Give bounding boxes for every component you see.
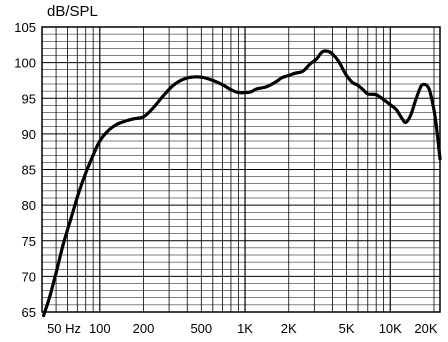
x-tick-label: 500	[190, 321, 212, 336]
y-tick-label: 100	[14, 56, 36, 71]
plot-border	[41, 26, 441, 313]
x-tick-label: 20K	[414, 321, 437, 336]
y-tick-label: 70	[22, 269, 36, 284]
y-tick-label: 80	[22, 198, 36, 213]
x-tick-label: 100	[89, 321, 111, 336]
x-tick-label: 50 Hz	[47, 321, 81, 336]
x-tick-label: 10K	[379, 321, 402, 336]
series-line	[42, 49, 442, 318]
y-tick-label: 85	[22, 163, 36, 178]
y-tick-label: 95	[22, 91, 36, 106]
y-tick-label: 90	[22, 127, 36, 142]
x-tick-label: 5K	[339, 321, 355, 336]
y-tick-label: 65	[22, 305, 36, 320]
y-axis-label: dB/SPL	[47, 3, 98, 20]
x-tick-label: 200	[133, 321, 155, 336]
y-tick-labels: 105 100 95 90 85 80 75 70 65	[14, 20, 36, 320]
x-tick-label: 1K	[237, 321, 253, 336]
y-tick-label: 105	[14, 20, 36, 35]
x-tick-labels: 50 Hz 100 200 500 1K 2K 5K 10K 20K	[47, 321, 438, 336]
series-group	[42, 49, 442, 318]
x-tick-label: 2K	[281, 321, 297, 336]
chart-grid	[41, 26, 440, 313]
y-tick-label: 75	[22, 234, 36, 249]
